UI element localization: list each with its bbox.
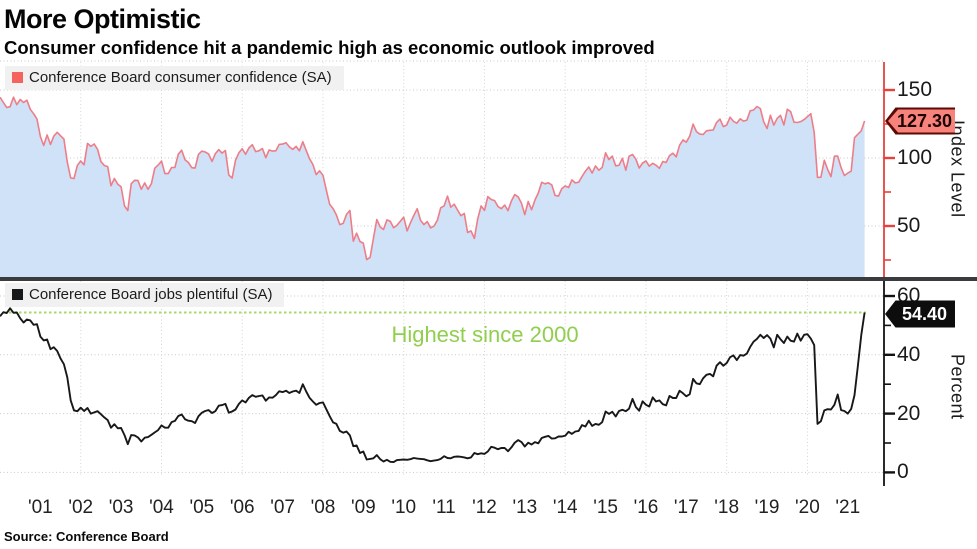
x-axis-label: '10 xyxy=(391,497,417,518)
x-axis-label: '17 xyxy=(673,497,699,518)
jobs-plentiful-chart xyxy=(0,281,895,486)
legend-jobs-plentiful: Conference Board jobs plentiful (SA) xyxy=(5,283,285,307)
source-credit: Source: Conference Board xyxy=(4,529,169,544)
x-axis-label: '12 xyxy=(472,497,497,518)
confidence-area-fill xyxy=(0,97,865,277)
y-axis-tick-label: 100 xyxy=(897,146,933,169)
x-axis-label: '03 xyxy=(108,497,134,518)
x-axis-label: '04 xyxy=(149,497,174,518)
x-axis-label: '21 xyxy=(835,497,861,518)
x-axis: '01 '02 '03 '04 '05 '06 '07 '08 '09 '10 '11 '12 '13 '… xyxy=(0,497,977,523)
chart-subtitle: Consumer confidence hit a pandemic high … xyxy=(4,37,655,58)
legend-label: Conference Board consumer confidence (SA… xyxy=(29,69,332,86)
y-axis-tick-label: 50 xyxy=(897,214,921,237)
y-axis-tick-label: 40 xyxy=(897,342,921,366)
jobs-line xyxy=(0,307,866,464)
legend-swatch-black-icon xyxy=(12,289,23,300)
last-value-text: 54.40 xyxy=(901,303,948,324)
page-title: More Optimistic xyxy=(4,4,201,34)
annotation-highest-since-2000: Highest since 2000 xyxy=(391,322,579,347)
last-value-badge-jobs: 54.40 xyxy=(885,300,955,328)
x-axis-label: '19 xyxy=(754,497,780,518)
y-axis-title-percent: Percent xyxy=(947,354,968,420)
x-axis-label: '05 xyxy=(189,497,215,518)
confidence-line xyxy=(0,96,866,261)
y-axis-tick-label: 0 xyxy=(897,460,909,484)
x-axis-label: '11 xyxy=(432,497,456,518)
x-axis-label: '16 xyxy=(633,497,659,518)
last-value-badge-confidence: 127.30 xyxy=(885,107,955,135)
x-axis-label: '07 xyxy=(270,497,295,518)
y-axis-tick-label: 20 xyxy=(897,401,921,425)
x-axis-label: '18 xyxy=(714,497,740,518)
y-axis-tick-label: 150 xyxy=(897,78,933,101)
consumer-confidence-panel: Conference Board consumer confidence (SA… xyxy=(0,60,977,277)
consumer-confidence-chart xyxy=(0,60,895,277)
legend-swatch-red-icon xyxy=(12,72,23,83)
legend-label: Conference Board jobs plentiful (SA) xyxy=(29,286,273,303)
last-value-text: 127.30 xyxy=(896,110,953,131)
panel-divider xyxy=(0,277,977,281)
legend-consumer-confidence: Conference Board consumer confidence (SA… xyxy=(5,66,344,90)
y-axis-title-index-level: Index Level xyxy=(947,119,968,218)
x-axis-label: '09 xyxy=(350,497,376,518)
x-axis-label: '14 xyxy=(552,497,578,518)
x-axis-label: '20 xyxy=(795,497,820,518)
x-axis-label: '08 xyxy=(310,497,336,518)
x-axis-label: '15 xyxy=(593,497,618,518)
x-axis-label: '01 xyxy=(27,497,53,518)
x-axis-label: '06 xyxy=(229,497,255,518)
jobs-plentiful-panel: Conference Board jobs plentiful (SA) Hig… xyxy=(0,281,977,493)
x-axis-label: '02 xyxy=(68,497,94,518)
x-axis-label: '13 xyxy=(512,497,538,518)
